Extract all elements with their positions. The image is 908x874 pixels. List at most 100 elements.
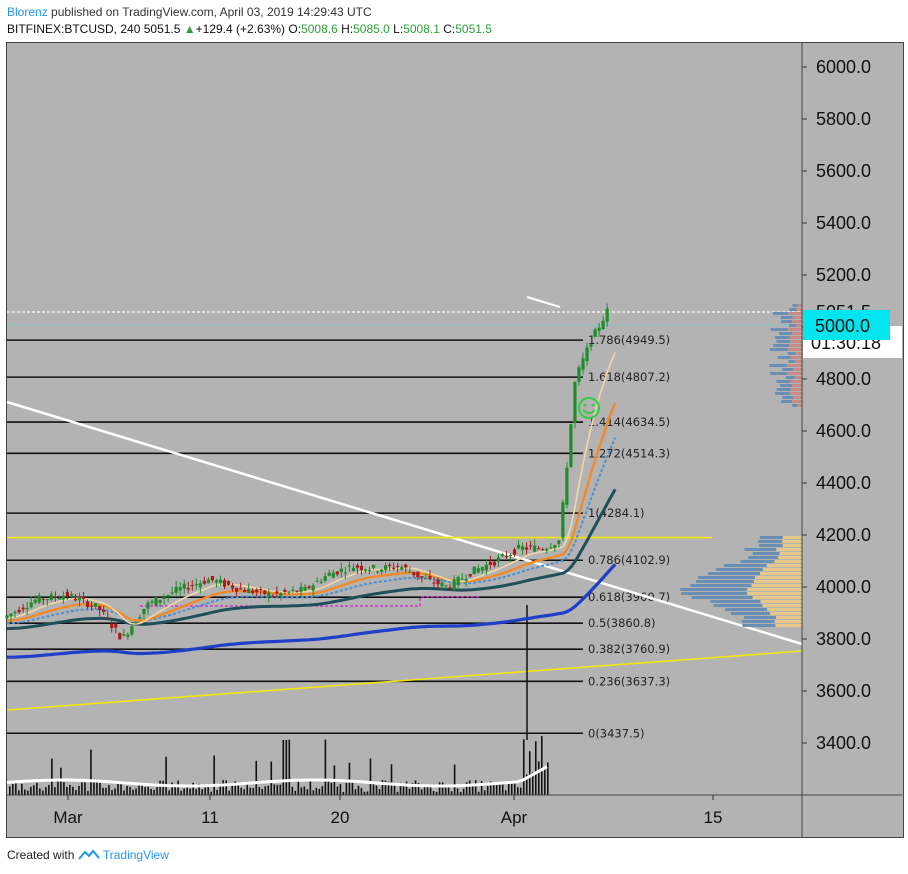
profile-bar-sell <box>772 312 789 315</box>
volume-bar <box>339 784 342 795</box>
volume-bar <box>546 762 549 795</box>
profile-bar-sell <box>782 368 794 371</box>
profile-bar-sell <box>708 572 761 575</box>
chart-frame[interactable] <box>6 42 904 838</box>
smiley-mouth <box>582 409 596 414</box>
candle-body <box>271 595 275 597</box>
profile-bar-sell <box>777 356 791 359</box>
volume-bar <box>150 788 152 795</box>
volume-bar <box>429 786 432 795</box>
candle-body <box>77 598 82 601</box>
candle-body <box>388 564 392 567</box>
candle-body <box>512 549 517 555</box>
price-axis[interactable]: 3400.0 3600.0 3800.0 4000.0 4200.0 4400.0 4600… <box>801 43 871 837</box>
profile-bar-buy <box>747 592 802 595</box>
volume-bar <box>381 780 384 795</box>
candle-body <box>198 583 202 588</box>
profile-bar-buy <box>751 584 802 587</box>
candle-body <box>440 582 444 587</box>
time-tick-label: 11 <box>201 808 219 827</box>
created-with-text: Created with <box>7 848 75 862</box>
candle-body <box>589 344 593 347</box>
candle-body <box>126 634 130 637</box>
symbol-name[interactable]: BITFINEX:BTCUSD, 240 <box>7 22 141 36</box>
fib-label: 0.618(3960.7) <box>588 590 670 604</box>
candle-body <box>452 579 456 590</box>
candle-body <box>367 569 372 572</box>
candle-body <box>500 554 505 556</box>
candle-body <box>581 358 585 370</box>
volume-bar <box>408 788 411 795</box>
volume-profile <box>680 304 802 627</box>
profile-bar-sell <box>680 588 748 591</box>
volume-bar <box>405 781 408 795</box>
profile-bar-sell <box>785 376 795 379</box>
profile-bar-sell <box>776 380 791 383</box>
ascending-yellow-line <box>6 650 803 711</box>
volume-bar <box>390 764 393 795</box>
volume-bar <box>306 789 309 795</box>
candle-body <box>424 578 428 580</box>
price-tick-label: 4400.0 <box>816 473 871 493</box>
candle-body <box>114 624 118 628</box>
fib-label: 1(4284.1) <box>588 506 645 520</box>
volume-bar <box>18 790 20 795</box>
volume-bar <box>111 790 113 795</box>
volume-bar <box>267 785 270 795</box>
candle-body <box>355 565 360 568</box>
price-tick-label: 5200.0 <box>816 265 871 285</box>
candle-body <box>448 587 452 589</box>
fib-label: 0.382(3760.9) <box>588 642 670 656</box>
volume-bar <box>465 782 468 795</box>
low-label: L: <box>393 22 404 36</box>
volume-bar <box>474 780 477 795</box>
volume-bar <box>282 740 285 795</box>
profile-bar-sell <box>752 552 780 555</box>
candle-body <box>267 592 271 597</box>
volume-bar <box>198 783 200 795</box>
volume-bar <box>96 780 98 795</box>
candle-body <box>73 598 78 601</box>
ema-teal-line <box>6 488 617 631</box>
volume-bar <box>447 784 450 795</box>
volume-bar <box>303 786 306 795</box>
candle-body <box>331 572 335 578</box>
profile-bar-buy <box>792 332 802 335</box>
volume-bar <box>363 791 366 795</box>
volume-bar <box>294 790 297 795</box>
volume-bar <box>534 741 537 795</box>
candle-body <box>222 580 227 587</box>
volume-bar <box>204 787 206 795</box>
candle-body <box>37 595 41 603</box>
profile-bar-buy <box>797 404 802 407</box>
volume-bar <box>132 789 134 795</box>
author-name[interactable]: Blorenz <box>7 5 48 19</box>
ema-orange-line <box>6 402 617 622</box>
time-axis[interactable]: Mar 11 20 Apr 15 <box>7 794 902 827</box>
volume-bar <box>300 787 303 795</box>
volume-bar <box>252 788 255 795</box>
volume-bar <box>24 789 26 795</box>
volume-bar <box>354 789 357 795</box>
candle-body <box>456 576 460 586</box>
fib-label: 0(3437.5) <box>588 726 645 740</box>
profile-bar-buy <box>797 304 802 307</box>
candle-body <box>436 579 440 585</box>
volume-bar <box>75 789 77 795</box>
volume-bar <box>393 782 396 795</box>
tradingview-brand[interactable]: TradingView <box>102 848 169 862</box>
candle-body <box>218 579 223 583</box>
volume-bar <box>486 785 489 795</box>
volume-bar <box>360 787 363 795</box>
volume-bar <box>66 786 68 795</box>
candle-body <box>142 608 146 615</box>
volume-bar <box>141 782 143 795</box>
candle-body <box>283 589 287 593</box>
profile-bar-buy <box>792 400 802 403</box>
profile-bar-sell <box>782 396 794 399</box>
price-tick-label: 3800.0 <box>816 629 871 649</box>
candle-body <box>226 580 231 585</box>
volume-bar <box>459 791 462 795</box>
volume-bar <box>39 788 41 795</box>
